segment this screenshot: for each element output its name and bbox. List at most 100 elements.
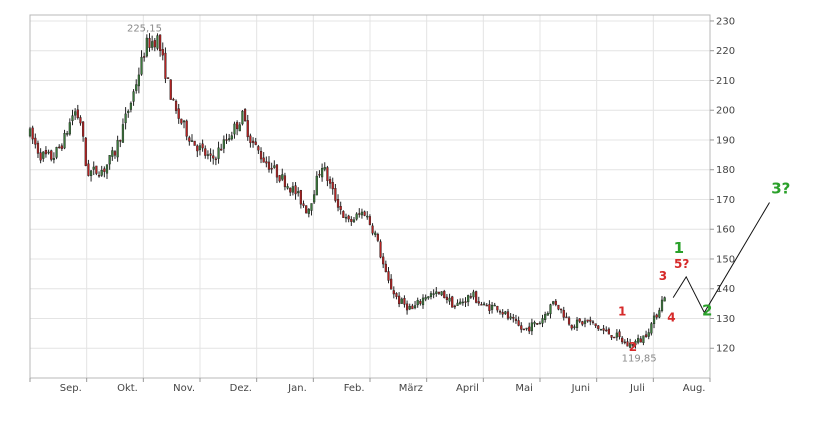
candle-body	[496, 305, 499, 311]
candle-body	[124, 113, 127, 124]
candle-body	[456, 302, 459, 306]
candle-body	[538, 322, 541, 325]
candle-body	[230, 135, 233, 140]
y-tick-label: 130	[716, 314, 735, 325]
candle-body	[352, 219, 356, 222]
candle-body	[419, 300, 422, 304]
candle-body	[382, 256, 385, 265]
candle-body	[501, 312, 504, 315]
candle-body	[294, 185, 297, 195]
candle-body	[560, 308, 563, 311]
candle-body	[182, 120, 186, 123]
candle-body	[464, 301, 467, 303]
y-tick-label: 140	[716, 284, 735, 295]
candle-body	[637, 338, 640, 343]
candle-body	[188, 137, 191, 142]
candle-body	[371, 225, 374, 234]
candle-body	[607, 328, 611, 335]
candle-body	[392, 290, 395, 295]
candle-body	[228, 138, 231, 140]
candle-body	[145, 37, 148, 57]
candle-body	[520, 325, 523, 330]
candle-body	[567, 317, 571, 325]
candle-body	[305, 205, 308, 214]
candle-body	[652, 315, 656, 325]
candle-body	[472, 291, 475, 298]
candle-body	[485, 304, 488, 307]
candle-body	[562, 309, 565, 318]
candle-body	[514, 318, 518, 321]
candle-body	[71, 115, 74, 122]
candle-body	[132, 91, 135, 102]
candle-body	[618, 331, 621, 338]
candle-body	[113, 151, 117, 156]
candle-body	[196, 145, 199, 152]
candle-body	[626, 341, 629, 347]
candle-body	[236, 122, 239, 130]
y-tick-label: 120	[716, 344, 735, 355]
candle-body	[151, 41, 154, 48]
candle-body	[437, 291, 441, 294]
candle-body	[87, 163, 90, 176]
candle-body	[169, 79, 172, 100]
candle-body	[42, 151, 45, 159]
candle-body	[220, 148, 223, 151]
candle-body	[644, 334, 648, 337]
candle-body	[28, 128, 32, 137]
candle-body	[127, 110, 130, 113]
candle-body	[429, 293, 433, 297]
candle-body	[435, 291, 438, 294]
candle-body	[578, 318, 581, 322]
candle-body	[190, 140, 194, 142]
candle-body	[647, 332, 650, 337]
y-tick-label: 150	[716, 254, 735, 265]
candle-body	[575, 319, 579, 328]
candle-body	[177, 108, 180, 119]
candle-body	[34, 137, 37, 145]
candle-body	[411, 305, 414, 310]
candle-body	[445, 296, 449, 300]
x-tick-label: Mai	[515, 383, 533, 394]
candle-body	[557, 304, 560, 310]
candle-body	[536, 323, 539, 325]
candle-body	[310, 203, 313, 211]
candle-body	[55, 146, 58, 158]
candle-body	[613, 336, 616, 339]
x-tick-label: Feb.	[344, 383, 365, 394]
candle-body	[525, 327, 528, 330]
candle-body	[161, 49, 164, 56]
candlestick-series	[28, 33, 666, 349]
candle-body	[453, 305, 456, 308]
y-tick-label: 210	[716, 76, 735, 87]
candle-body	[95, 165, 98, 174]
candle-body	[583, 320, 587, 324]
candle-body	[663, 297, 666, 302]
projection-line	[672, 202, 770, 314]
candle-body	[84, 137, 87, 166]
candle-body	[121, 124, 125, 143]
wave-label: 2	[702, 302, 712, 320]
candle-body	[589, 319, 592, 322]
y-tick-label: 180	[716, 165, 735, 176]
candle-body	[111, 150, 114, 157]
candle-body	[461, 301, 464, 304]
candle-body	[315, 175, 318, 196]
candle-body	[384, 263, 387, 273]
candle-body	[36, 142, 40, 154]
candle-body	[328, 179, 332, 184]
candle-body	[204, 148, 207, 156]
candle-body	[201, 143, 204, 149]
candle-body	[79, 117, 82, 124]
candle-body	[374, 232, 377, 235]
candle-body	[331, 182, 334, 190]
candle-body	[376, 233, 379, 241]
candle-body	[262, 157, 265, 163]
candle-body	[517, 320, 520, 326]
candle-body	[249, 135, 252, 144]
candle-body	[591, 321, 595, 323]
candle-body	[273, 165, 276, 168]
candle-body	[390, 278, 393, 290]
candle-body	[336, 199, 340, 208]
grid-lines	[30, 15, 710, 378]
candle-body	[241, 110, 244, 125]
